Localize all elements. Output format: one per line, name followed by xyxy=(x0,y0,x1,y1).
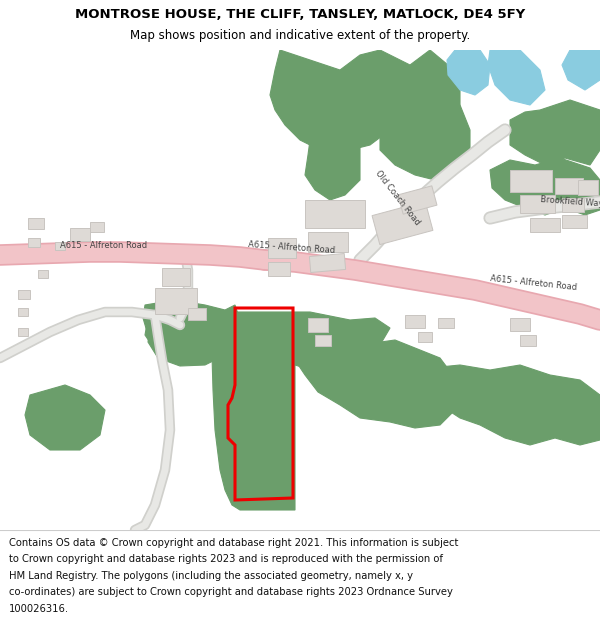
Text: A615 - Alfreton Road: A615 - Alfreton Road xyxy=(490,274,578,292)
Polygon shape xyxy=(270,50,460,150)
Bar xyxy=(310,254,346,272)
Bar xyxy=(155,288,197,314)
Bar xyxy=(418,332,432,342)
Polygon shape xyxy=(380,105,470,180)
Polygon shape xyxy=(228,312,390,372)
Text: 100026316.: 100026316. xyxy=(9,604,69,614)
Text: Map shows position and indicative extent of the property.: Map shows position and indicative extent… xyxy=(130,29,470,42)
Bar xyxy=(398,186,437,214)
Polygon shape xyxy=(490,158,600,215)
Polygon shape xyxy=(447,50,490,95)
Bar xyxy=(510,318,530,331)
Bar xyxy=(530,218,560,232)
Bar xyxy=(308,318,328,332)
Bar xyxy=(162,268,190,286)
Text: A615 - Alfreton Road: A615 - Alfreton Road xyxy=(60,241,147,250)
Polygon shape xyxy=(510,100,600,165)
Polygon shape xyxy=(148,318,232,366)
Bar xyxy=(18,290,30,299)
Bar xyxy=(305,200,365,228)
Bar xyxy=(90,222,104,232)
Bar xyxy=(18,328,28,336)
Text: co-ordinates) are subject to Crown copyright and database rights 2023 Ordnance S: co-ordinates) are subject to Crown copyr… xyxy=(9,588,453,598)
Bar xyxy=(372,201,433,244)
Polygon shape xyxy=(562,50,600,90)
Bar xyxy=(562,198,584,212)
Polygon shape xyxy=(295,340,455,428)
Bar xyxy=(188,308,206,320)
Bar xyxy=(315,335,331,346)
Text: Contains OS data © Crown copyright and database right 2021. This information is : Contains OS data © Crown copyright and d… xyxy=(9,538,458,548)
Bar xyxy=(70,228,90,241)
Bar xyxy=(308,232,348,252)
Text: A615 - Alfreton Road: A615 - Alfreton Road xyxy=(248,240,335,255)
Text: MONTROSE HOUSE, THE CLIFF, TANSLEY, MATLOCK, DE4 5FY: MONTROSE HOUSE, THE CLIFF, TANSLEY, MATL… xyxy=(75,8,525,21)
Bar xyxy=(578,180,598,195)
Text: to Crown copyright and database rights 2023 and is reproduced with the permissio: to Crown copyright and database rights 2… xyxy=(9,554,443,564)
Polygon shape xyxy=(488,50,545,105)
Bar xyxy=(405,315,425,328)
Text: Old Coach Road: Old Coach Road xyxy=(374,169,422,227)
Bar xyxy=(268,238,296,258)
Polygon shape xyxy=(25,385,105,450)
Bar xyxy=(55,242,65,250)
Bar xyxy=(510,170,552,192)
Bar xyxy=(520,195,555,213)
Text: Brookfield Way: Brookfield Way xyxy=(540,194,600,208)
Bar xyxy=(18,308,28,316)
Bar xyxy=(28,218,44,229)
Bar xyxy=(555,178,583,194)
Polygon shape xyxy=(212,328,295,510)
Bar xyxy=(520,335,536,346)
Polygon shape xyxy=(143,300,240,355)
Bar xyxy=(438,318,454,328)
Polygon shape xyxy=(305,130,360,200)
Bar xyxy=(562,215,587,228)
Bar xyxy=(38,270,48,278)
Bar xyxy=(28,238,40,247)
Text: HM Land Registry. The polygons (including the associated geometry, namely x, y: HM Land Registry. The polygons (includin… xyxy=(9,571,413,581)
Bar xyxy=(268,262,290,276)
Polygon shape xyxy=(430,365,600,445)
Polygon shape xyxy=(145,308,232,358)
